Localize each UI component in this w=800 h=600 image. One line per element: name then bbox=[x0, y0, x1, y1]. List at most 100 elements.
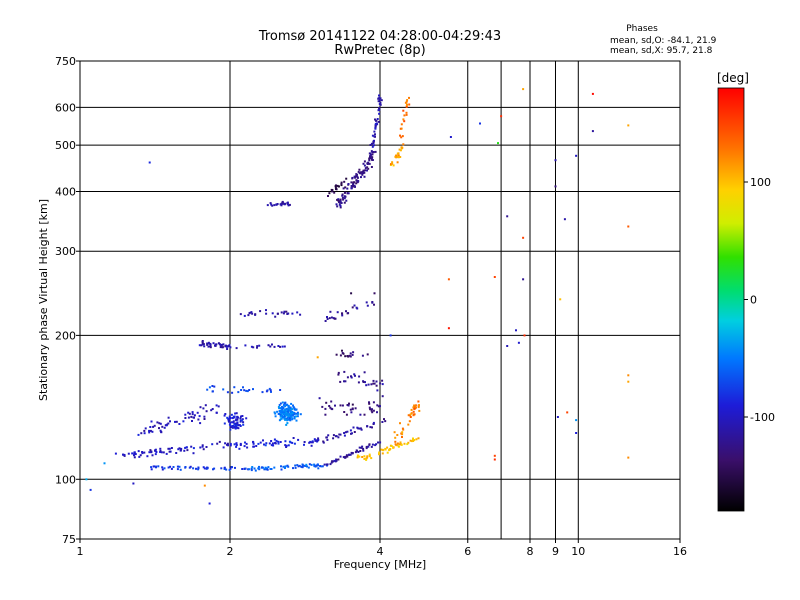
echo-point bbox=[250, 467, 253, 470]
echo-point bbox=[386, 446, 389, 449]
echo-point bbox=[239, 419, 242, 422]
echo-point bbox=[329, 463, 332, 466]
echo-point bbox=[352, 351, 355, 354]
echo-point bbox=[207, 341, 210, 344]
echo-point bbox=[351, 306, 354, 309]
echo-point bbox=[291, 414, 294, 417]
echo-point bbox=[447, 278, 450, 281]
echo-point bbox=[343, 411, 346, 413]
echo-point bbox=[348, 402, 350, 405]
echo-point bbox=[381, 395, 384, 398]
echo-point bbox=[191, 413, 194, 416]
echo-point bbox=[187, 416, 190, 419]
echo-point bbox=[229, 421, 232, 424]
echo-point bbox=[220, 467, 223, 470]
echo-point bbox=[216, 442, 219, 445]
echo-point bbox=[285, 444, 288, 447]
echo-point bbox=[281, 200, 284, 203]
echo-point bbox=[378, 109, 381, 111]
echo-point bbox=[162, 451, 165, 454]
echo-point bbox=[396, 434, 399, 436]
echo-point bbox=[362, 447, 365, 450]
echo-point bbox=[365, 447, 368, 450]
echo-point bbox=[500, 115, 503, 118]
chart-title-line1: Tromsø 20141122 04:28:00-04:29:43 bbox=[258, 29, 501, 44]
echo-point bbox=[286, 411, 289, 413]
echo-point bbox=[177, 448, 180, 451]
echo-point bbox=[283, 416, 285, 419]
echo-point bbox=[205, 446, 208, 448]
echo-point bbox=[368, 455, 371, 458]
echo-point bbox=[346, 187, 349, 190]
echo-point bbox=[418, 409, 421, 412]
echo-point bbox=[242, 386, 244, 389]
echo-point bbox=[241, 415, 244, 417]
echo-point bbox=[223, 414, 226, 417]
echo-point bbox=[361, 456, 364, 458]
echo-point bbox=[285, 410, 288, 413]
echo-point bbox=[371, 408, 373, 411]
echo-point bbox=[289, 417, 291, 420]
echo-point bbox=[378, 99, 381, 102]
echo-point bbox=[338, 433, 341, 436]
echo-point bbox=[133, 453, 136, 456]
echo-point bbox=[366, 455, 369, 458]
echo-point bbox=[228, 416, 231, 419]
echo-point bbox=[359, 172, 362, 175]
echo-point bbox=[287, 415, 290, 418]
echo-point bbox=[231, 417, 234, 420]
echo-point bbox=[211, 385, 214, 387]
echo-point bbox=[522, 278, 525, 281]
echo-point bbox=[341, 314, 344, 317]
echo-point bbox=[277, 345, 280, 347]
echo-point bbox=[559, 298, 562, 301]
echo-point bbox=[103, 462, 106, 465]
echo-point bbox=[405, 113, 408, 116]
echo-point bbox=[279, 402, 282, 405]
echo-point bbox=[389, 334, 392, 337]
echo-point bbox=[283, 310, 286, 313]
echo-point bbox=[282, 202, 285, 205]
echo-point bbox=[265, 312, 268, 315]
echo-point bbox=[270, 390, 272, 393]
echo-point bbox=[175, 420, 178, 423]
echo-point bbox=[161, 425, 164, 428]
echo-point bbox=[276, 312, 279, 315]
echo-point bbox=[365, 458, 368, 461]
echo-point bbox=[279, 407, 282, 410]
echo-point bbox=[351, 407, 354, 410]
echo-point bbox=[379, 97, 382, 100]
echo-point bbox=[315, 464, 318, 467]
echo-point bbox=[163, 467, 166, 470]
echo-point bbox=[167, 422, 170, 425]
echo-point bbox=[293, 417, 296, 420]
echo-point bbox=[240, 415, 242, 418]
echo-point bbox=[399, 441, 402, 444]
echo-point bbox=[378, 451, 381, 454]
echo-point bbox=[379, 405, 381, 408]
echo-point bbox=[227, 444, 229, 447]
echo-point bbox=[363, 455, 366, 458]
x-tick-label: 6 bbox=[464, 545, 471, 558]
echo-point bbox=[134, 453, 137, 456]
echo-point bbox=[361, 445, 364, 448]
echo-point bbox=[400, 443, 403, 446]
echo-point bbox=[344, 355, 347, 358]
echo-point bbox=[233, 386, 236, 389]
echo-point bbox=[333, 459, 336, 462]
y-tick-label: 400 bbox=[55, 185, 76, 198]
phases-x-mode: mean, sd,X: 95.7, 21.8 bbox=[610, 46, 713, 56]
echo-point bbox=[199, 446, 202, 449]
echo-point bbox=[281, 401, 284, 404]
echo-point bbox=[275, 203, 278, 206]
echo-point bbox=[176, 468, 179, 471]
y-tick-label: 600 bbox=[55, 101, 76, 114]
echo-point bbox=[201, 445, 204, 448]
echo-point bbox=[370, 166, 373, 168]
echo-point bbox=[398, 443, 401, 446]
echo-point bbox=[350, 292, 353, 295]
echo-point bbox=[321, 465, 324, 468]
echo-point bbox=[371, 134, 374, 137]
echo-point bbox=[274, 442, 277, 445]
echo-point bbox=[373, 130, 376, 133]
